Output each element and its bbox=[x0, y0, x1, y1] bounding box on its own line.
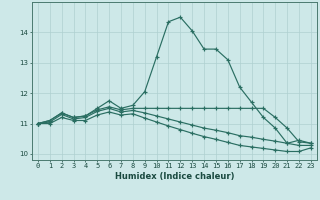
X-axis label: Humidex (Indice chaleur): Humidex (Indice chaleur) bbox=[115, 172, 234, 181]
